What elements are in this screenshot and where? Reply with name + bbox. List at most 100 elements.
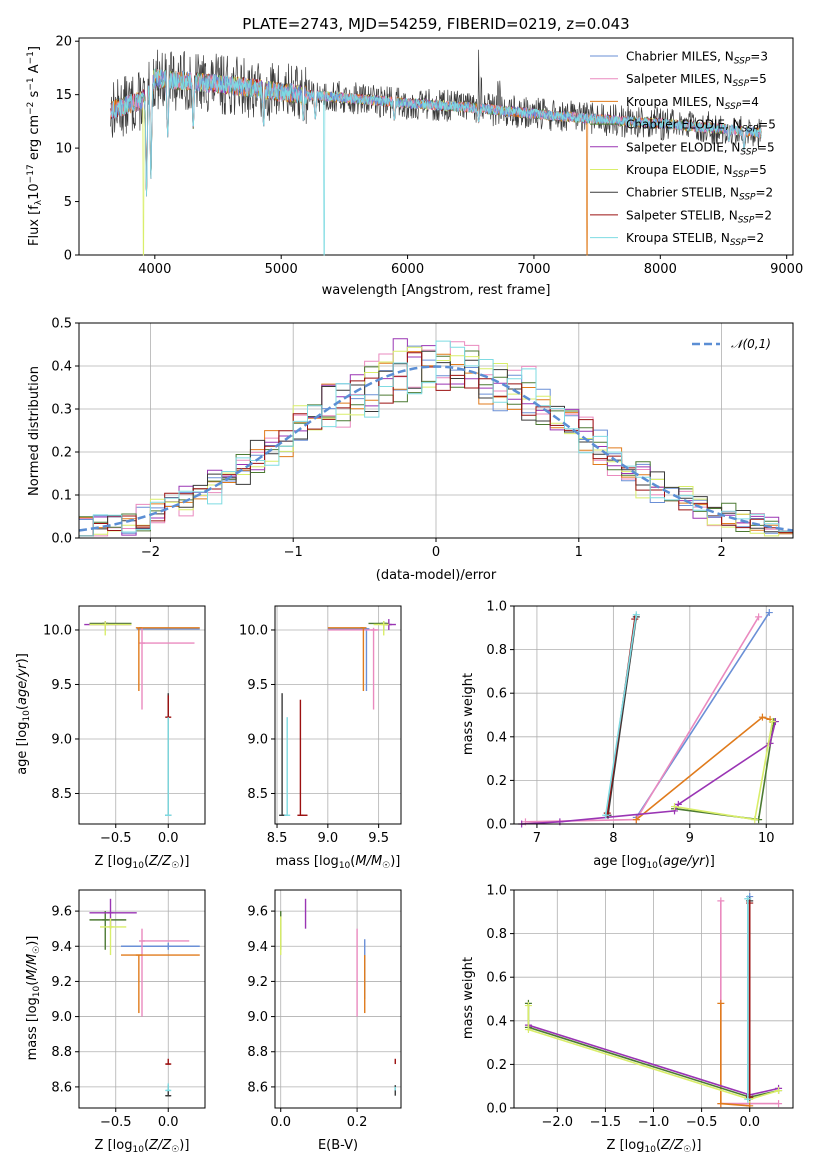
y-tick-label: 9.0 bbox=[51, 1010, 72, 1025]
x-tick-label: 0.0 bbox=[739, 1115, 760, 1130]
age_vs_Z-axes-frame bbox=[78, 605, 206, 825]
series-point bbox=[744, 895, 752, 903]
weight-vs-z-ylabel: mass weight bbox=[461, 957, 476, 1039]
series-point bbox=[775, 1087, 783, 1095]
series-point bbox=[765, 609, 773, 617]
age-vs-z-ylabel: age [log10(age/yr)] bbox=[15, 653, 32, 775]
mass_vs_ebv-marks bbox=[280, 898, 396, 1096]
spectrum-legend: Chabrier MILES, NSSP=3 Salpeter MILES, NS… bbox=[590, 50, 776, 248]
series-point bbox=[744, 1095, 752, 1103]
weight-vs-age-ylabel: mass weight bbox=[461, 673, 476, 755]
normal-reference-label: 𝒩(0,1) bbox=[731, 337, 771, 351]
x-tick-label: 0.0 bbox=[270, 1115, 291, 1130]
mass-vs-z-ylabel: mass [log10(M/M☉)] bbox=[25, 936, 42, 1061]
x-tick-label: −1.0 bbox=[638, 1115, 670, 1130]
legend-label: Kroupa MILES, NSSP=4 bbox=[626, 95, 759, 112]
x-tick-label: 7 bbox=[533, 831, 541, 846]
series-point bbox=[751, 816, 759, 824]
age_vs_mass-grid bbox=[275, 606, 401, 824]
x-tick-label: 8000 bbox=[644, 262, 677, 277]
series-point bbox=[632, 816, 640, 824]
series-point bbox=[768, 718, 776, 726]
y-tick-label: 9.0 bbox=[247, 1010, 268, 1025]
series-kroupa-stelib bbox=[744, 895, 752, 1103]
mass_vs_ebv-ticks: 0.0 0.2 8.6 8.8 9.0 9.2 9.4 9.6 bbox=[247, 905, 367, 1130]
point-chabrier-elodie bbox=[89, 911, 127, 950]
age-vs-z-xlabel: Z [log10(Z/Z☉)] bbox=[95, 854, 190, 871]
y-tick-label: 10 bbox=[55, 142, 72, 157]
mass-vs-ebv-panel: 0.0 0.2 8.6 8.8 9.0 9.2 9.4 9.6 bbox=[247, 889, 402, 1130]
histogram-ticks: −2 −1 0 1 2 0.0 0.1 0.2 0.3 0.4 0.5 bbox=[51, 317, 725, 561]
x-tick-label: 6000 bbox=[391, 262, 424, 277]
age_vs_mass-axes-frame bbox=[274, 605, 402, 825]
series-point bbox=[717, 999, 725, 1007]
point-salpeter-stelib bbox=[165, 1058, 172, 1065]
weight_vs_age-axes-frame bbox=[513, 605, 794, 825]
residual-histogram-panel: −2 −1 0 1 2 0.0 0.1 0.2 0.3 0.4 0.5 (data-model)/e… bbox=[27, 317, 794, 583]
y-tick-label: 0.2 bbox=[51, 446, 72, 461]
mass_vs_Z-axes-frame bbox=[78, 889, 206, 1109]
point-kroupa-elodie bbox=[373, 621, 389, 636]
y-tick-label: 0.0 bbox=[51, 532, 72, 547]
y-tick-label: 15 bbox=[55, 88, 72, 103]
mass_vs_Z-ticks: −0.5 0.0 8.6 8.8 9.0 9.2 9.4 9.6 bbox=[51, 905, 178, 1130]
mass-vs-z-panel: −0.5 0.0 8.6 8.8 9.0 9.2 9.4 9.6 bbox=[51, 889, 206, 1130]
series-kroupa-miles bbox=[632, 713, 774, 824]
legend-item-salpeter-miles: Salpeter MILES, NSSP=5 bbox=[590, 72, 767, 89]
weight_vs_Z-ticks: −2.0 −1.5 −1.0 −0.5 0.0 0.0 0.2 0.4 0.6 0.8 1.0 bbox=[486, 884, 760, 1131]
x-tick-label: −0.5 bbox=[100, 831, 132, 846]
series-kroupa-miles bbox=[717, 999, 754, 1110]
y-tick-label: 0.8 bbox=[486, 927, 507, 942]
y-tick-label: 0.4 bbox=[486, 1014, 507, 1029]
series-point bbox=[775, 1100, 783, 1108]
series-salpeter-elodie bbox=[518, 718, 779, 828]
spectrum-panel: 4000 5000 6000 7000 8000 9000 0 5 10 15 20 wavelen… bbox=[26, 35, 803, 298]
point-salpeter-miles bbox=[327, 627, 379, 710]
x-tick-label: 9000 bbox=[770, 262, 803, 277]
y-tick-label: 9.0 bbox=[247, 732, 268, 747]
x-tick-label: 9.0 bbox=[317, 831, 338, 846]
point-salpeter-stelib bbox=[165, 695, 172, 718]
point-kroupa-stelib bbox=[165, 717, 172, 816]
legend-item-chabrier-elodie: Chabrier ELODIE, NSSP=5 bbox=[590, 118, 776, 135]
weight-vs-z-panel: −2.0 −1.5 −1.0 −0.5 0.0 0.0 0.2 0.4 0.6 0.8 1.0 bbox=[486, 884, 794, 1131]
weight-vs-age-panel: 7 8 9 10 0.0 0.2 0.4 0.6 0.8 1.0 bbox=[486, 600, 794, 847]
y-tick-label: 9.6 bbox=[247, 905, 268, 920]
y-tick-label: 0.0 bbox=[486, 1102, 507, 1117]
series-point bbox=[524, 1002, 532, 1010]
x-tick-label: 0.2 bbox=[347, 1115, 368, 1130]
y-tick-label: 0.4 bbox=[486, 730, 507, 745]
y-tick-label: 8.5 bbox=[51, 787, 72, 802]
spectrum-series-group bbox=[110, 49, 762, 256]
legend-label: Chabrier STELIB, NSSP=2 bbox=[626, 186, 773, 203]
weight-vs-z-xlabel: Z [log10(Z/Z☉)] bbox=[607, 1138, 702, 1155]
series-line bbox=[525, 616, 760, 823]
weight_vs_age-marks bbox=[518, 609, 779, 828]
age_vs_mass-ticks: 8.5 9.0 9.5 8.5 9.0 9.5 10.0 bbox=[239, 623, 389, 846]
x-tick-label: 8.5 bbox=[267, 831, 288, 846]
x-tick-label: 9 bbox=[686, 831, 694, 846]
mass_vs_ebv-grid bbox=[275, 890, 401, 1108]
series-point bbox=[524, 1026, 532, 1034]
series-line bbox=[527, 1005, 779, 1101]
y-tick-label: 1.0 bbox=[486, 600, 507, 615]
series-line bbox=[635, 716, 771, 821]
y-tick-label: 10.0 bbox=[43, 623, 72, 638]
y-tick-label: 9.4 bbox=[51, 940, 72, 955]
y-tick-label: 8.6 bbox=[247, 1080, 268, 1095]
age-vs-z-panel: −0.5 0.0 8.5 9.0 9.5 10.0 bbox=[43, 605, 206, 846]
point-kroupa-miles bbox=[327, 627, 367, 692]
histogram-ylabel: Normed distribution bbox=[27, 366, 42, 496]
series-kroupa-stelib bbox=[602, 611, 640, 819]
mass-vs-ebv-xlabel: E(B-V) bbox=[318, 1138, 358, 1153]
legend-label: Chabrier MILES, NSSP=3 bbox=[626, 50, 768, 67]
legend-label: Kroupa STELIB, NSSP=2 bbox=[626, 231, 764, 248]
series-kroupa-elodie bbox=[524, 1002, 783, 1103]
age-vs-mass-panel: 8.5 9.0 9.5 8.5 9.0 9.5 10.0 bbox=[239, 605, 402, 846]
y-tick-label: 8.8 bbox=[51, 1045, 72, 1060]
point-kroupa-elodie bbox=[100, 918, 127, 956]
weight_vs_age-ticks: 7 8 9 10 0.0 0.2 0.4 0.6 0.8 1.0 bbox=[486, 600, 774, 847]
figure-title: PLATE=2743, MJD=54259, FIBERID=0219, z=0… bbox=[242, 15, 629, 33]
mass_vs_ebv-axes-frame bbox=[274, 889, 402, 1109]
y-tick-label: 8.5 bbox=[247, 787, 268, 802]
